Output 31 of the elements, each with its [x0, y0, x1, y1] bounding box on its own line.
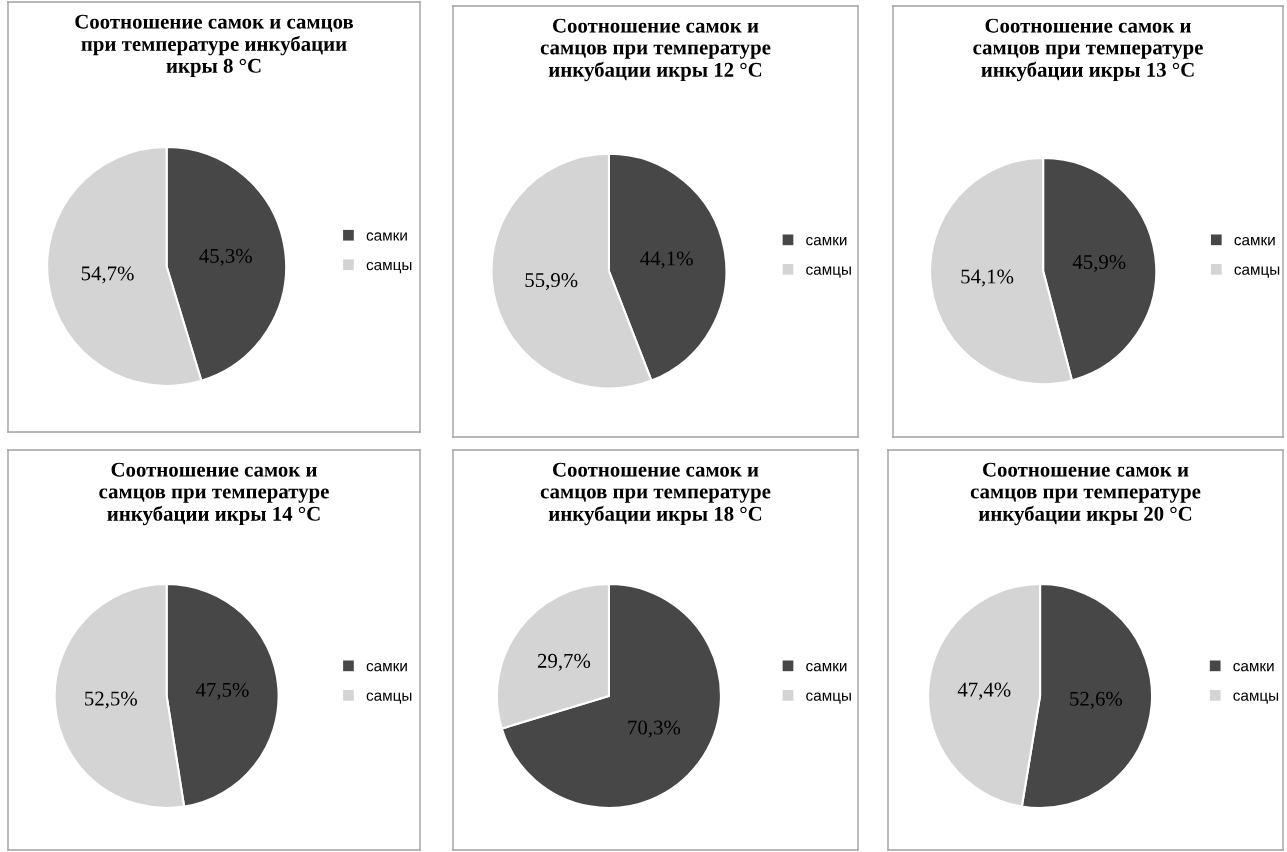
data-label: 47,5% [195, 682, 249, 700]
legend-label: самки [1233, 662, 1274, 672]
data-label: 29,7% [537, 653, 591, 671]
chart-title: Соотношение самок и самцов при температуре инкубации икры 12 °C [540, 18, 771, 82]
data-label: 54,7% [81, 266, 134, 284]
legend-label: самки [366, 232, 407, 241]
legend-label: самки [806, 662, 847, 672]
chart-title: Соотношение самок и самцов при температуре инкубации икры 14 °C [99, 462, 329, 526]
legend-label: самки [1234, 236, 1275, 246]
legend-label: самцы [366, 261, 412, 274]
legend-label: самцы [1234, 266, 1280, 278]
data-label: 54,1% [961, 269, 1014, 287]
legend-label: самцы [806, 692, 851, 704]
pie-slice [500, 582, 722, 810]
data-label: 45,9% [1072, 254, 1126, 273]
chart-title: Соотношение самок и самцов при температуре инкубации икры 13 °C [973, 18, 1203, 82]
data-label: 47,4% [957, 682, 1011, 700]
legend-label: самки [806, 236, 847, 246]
chart-title: Соотношение самок и самцов при температуре инкубации икры 8 °C [75, 14, 354, 78]
data-label: 70,3% [628, 720, 681, 738]
chart-title: Соотношение самок и самцов при температуре инкубации икры 18 °C [540, 462, 771, 526]
legend-label: самцы [806, 266, 851, 278]
legend-label: самцы [366, 692, 412, 704]
data-label: 44,1% [640, 251, 693, 269]
data-label: 52,6% [1070, 691, 1123, 709]
data-label: 45,3% [199, 248, 252, 266]
legend-label: самцы [1233, 692, 1279, 704]
legend-label: самки [366, 662, 407, 672]
data-label: 52,5% [85, 691, 137, 709]
chart-title: Соотношение самок и самцов при температуре инкубации икры 20 °C [970, 462, 1201, 526]
data-label: 55,9% [525, 273, 578, 291]
